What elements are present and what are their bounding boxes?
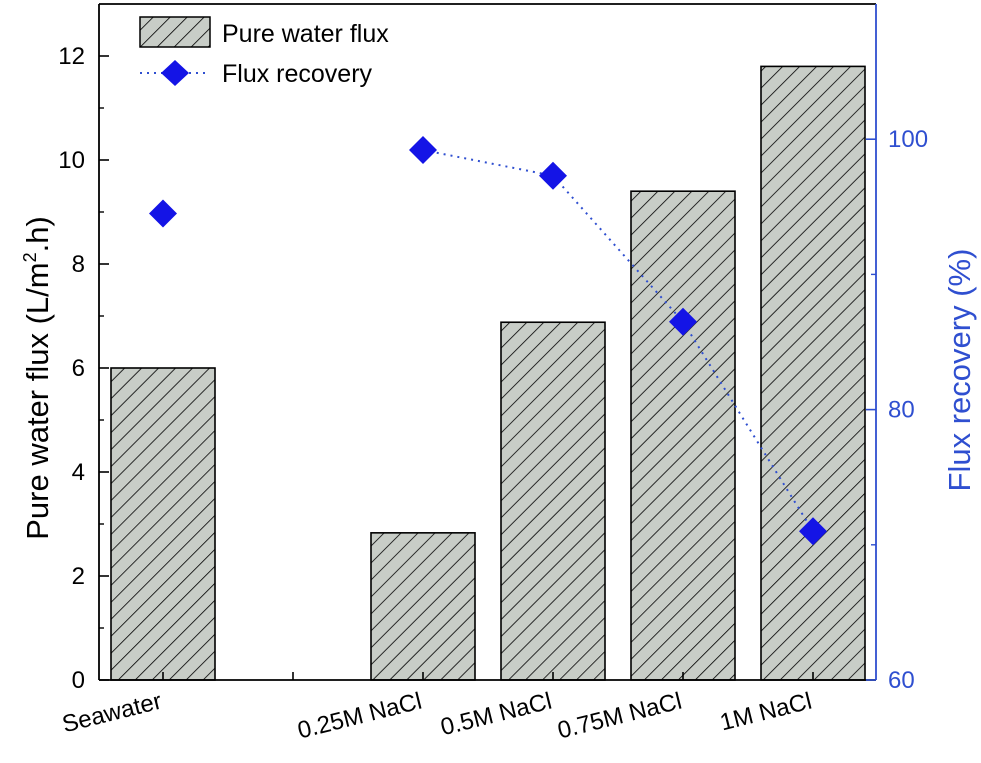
legend: Pure water flux Flux recovery: [139, 16, 389, 88]
recovery-marker-5: [799, 517, 827, 546]
recovery-line-layer: [422, 149, 814, 532]
recovery-marker-0: [149, 199, 177, 228]
y-axis-left-title-sup: 2: [20, 252, 40, 262]
bar-4: [630, 190, 736, 681]
y-left-tick-label-8: 8: [72, 251, 85, 278]
y-axis-left-title-prefix: Pure water flux (L/m: [20, 262, 55, 539]
recovery-line: [422, 149, 814, 532]
y-left-tick-label-12: 12: [58, 43, 85, 70]
x-tick-label-3: 0.5M NaCl: [438, 688, 555, 742]
x-tick-label-5: 1M NaCl: [717, 688, 814, 737]
y-axis-right-title: Flux recovery (%): [942, 249, 977, 492]
recovery-marker-3: [539, 161, 567, 190]
legend-bar-label: Pure water flux: [222, 20, 389, 48]
recovery-marker-4: [669, 307, 697, 336]
bar-5: [760, 65, 866, 681]
y-right-tick-label-100: 100: [888, 126, 928, 153]
x-tick-label-4: 0.75M NaCl: [555, 688, 684, 745]
legend-bar-swatch: [139, 16, 211, 48]
y-right-tick-label-60: 60: [888, 667, 915, 694]
x-tick-label-2: 0.25M NaCl: [295, 688, 424, 745]
y-left-tick-label-2: 2: [72, 563, 85, 590]
y-left-tick-label-6: 6: [72, 355, 85, 382]
bar-3: [500, 321, 606, 681]
y-left-tick-label-0: 0: [72, 667, 85, 694]
y-right-tick-label-80: 80: [888, 397, 915, 424]
recovery-marker-2: [409, 136, 437, 165]
bars-layer: [110, 65, 866, 681]
y-axis-left-title: Pure water flux (L/m2.h): [20, 216, 55, 540]
legend-line-label: Flux recovery: [222, 60, 373, 88]
y-left-tick-label-4: 4: [72, 459, 85, 486]
recovery-markers-layer: [149, 136, 827, 546]
y-left-tick-label-10: 10: [58, 147, 85, 174]
legend-diamond-marker: [161, 60, 189, 86]
x-tick-label-0: Seawater: [60, 688, 165, 739]
bar-0: [110, 367, 216, 681]
bar-2: [370, 532, 476, 681]
y-axis-left-title-suffix: .h): [20, 216, 55, 252]
